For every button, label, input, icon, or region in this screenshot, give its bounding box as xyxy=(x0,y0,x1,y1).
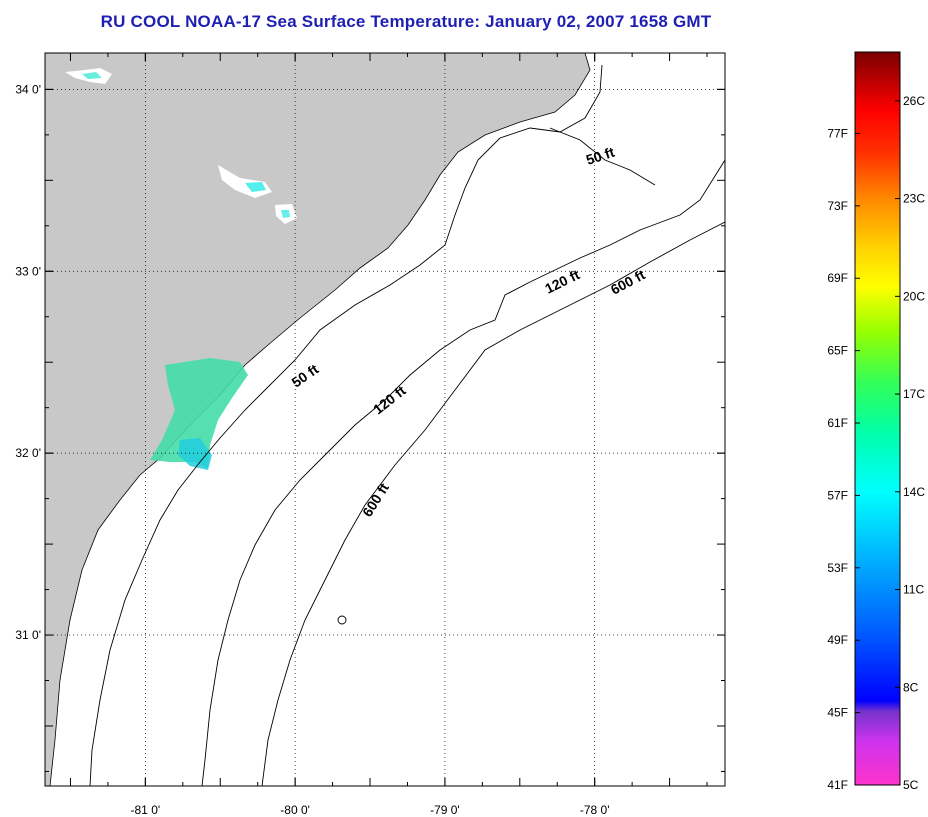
colorbar-c-label: 23C xyxy=(903,192,925,206)
x-tick-label: -80 0' xyxy=(280,803,310,817)
map-title: RU COOL NOAA-17 Sea Surface Temperature:… xyxy=(100,12,712,31)
colorbar-f-label: 61F xyxy=(827,416,848,430)
colorbar-f-label: 53F xyxy=(827,561,848,575)
sst-patch-lake-3-water xyxy=(82,72,102,79)
isobath-600ft xyxy=(261,221,725,786)
map-plot-area xyxy=(45,53,725,786)
colorbar-f-label: 65F xyxy=(827,344,848,358)
colorbar-f-label: 45F xyxy=(827,706,848,720)
colorbar-c-label: 14C xyxy=(903,485,925,499)
map-frame xyxy=(44,52,726,787)
sst-patch-sound xyxy=(150,358,248,468)
sst-patch-inlet xyxy=(178,438,212,470)
colorbar-f-label: 69F xyxy=(827,271,848,285)
y-tick-label: 34 0' xyxy=(15,82,41,96)
colorbar-c-label: 5C xyxy=(903,778,919,792)
sst-patch-lake-1-water xyxy=(245,182,266,192)
x-tick-label: -78 0' xyxy=(580,803,610,817)
colorbar-c-label: 11C xyxy=(903,583,924,597)
land-area xyxy=(45,53,591,786)
colorbar-c-label: 26C xyxy=(903,94,925,108)
sst-patch-lake-2-water xyxy=(281,210,290,218)
colorbar-f-label: 49F xyxy=(827,633,848,647)
isobath-50ft-cape xyxy=(549,127,656,186)
colorbar-f-label: 77F xyxy=(827,126,848,140)
x-tick-label: -79 0' xyxy=(430,803,460,817)
colorbar-gradient xyxy=(854,51,901,786)
map-axes: -81 0' -80 0' -79 0' -78 0' 34 0' 33 0' 32 0' 3… xyxy=(15,53,725,817)
colorbar: 77F 73F 69F 65F 61F 57F 53F 49F 45F 41F 26C 23C 20C 1… xyxy=(827,51,925,792)
isobath-120ft xyxy=(201,159,725,786)
y-tick-label: 31 0' xyxy=(15,628,41,642)
colorbar-f-label: 73F xyxy=(827,199,848,213)
x-tick-label: -81 0' xyxy=(131,803,161,817)
y-tick-label: 33 0' xyxy=(15,264,41,278)
colorbar-c-label: 8C xyxy=(903,680,919,694)
colorbar-f-label: 41F xyxy=(827,778,848,792)
colorbar-c-label: 17C xyxy=(903,387,925,401)
colorbar-c-label: 20C xyxy=(903,289,925,303)
map-grid xyxy=(45,53,725,786)
colorbar-f-label: 57F xyxy=(827,488,848,502)
y-tick-label: 32 0' xyxy=(15,446,41,460)
seamount-contour xyxy=(337,615,347,625)
isobath-50ft xyxy=(89,64,603,786)
